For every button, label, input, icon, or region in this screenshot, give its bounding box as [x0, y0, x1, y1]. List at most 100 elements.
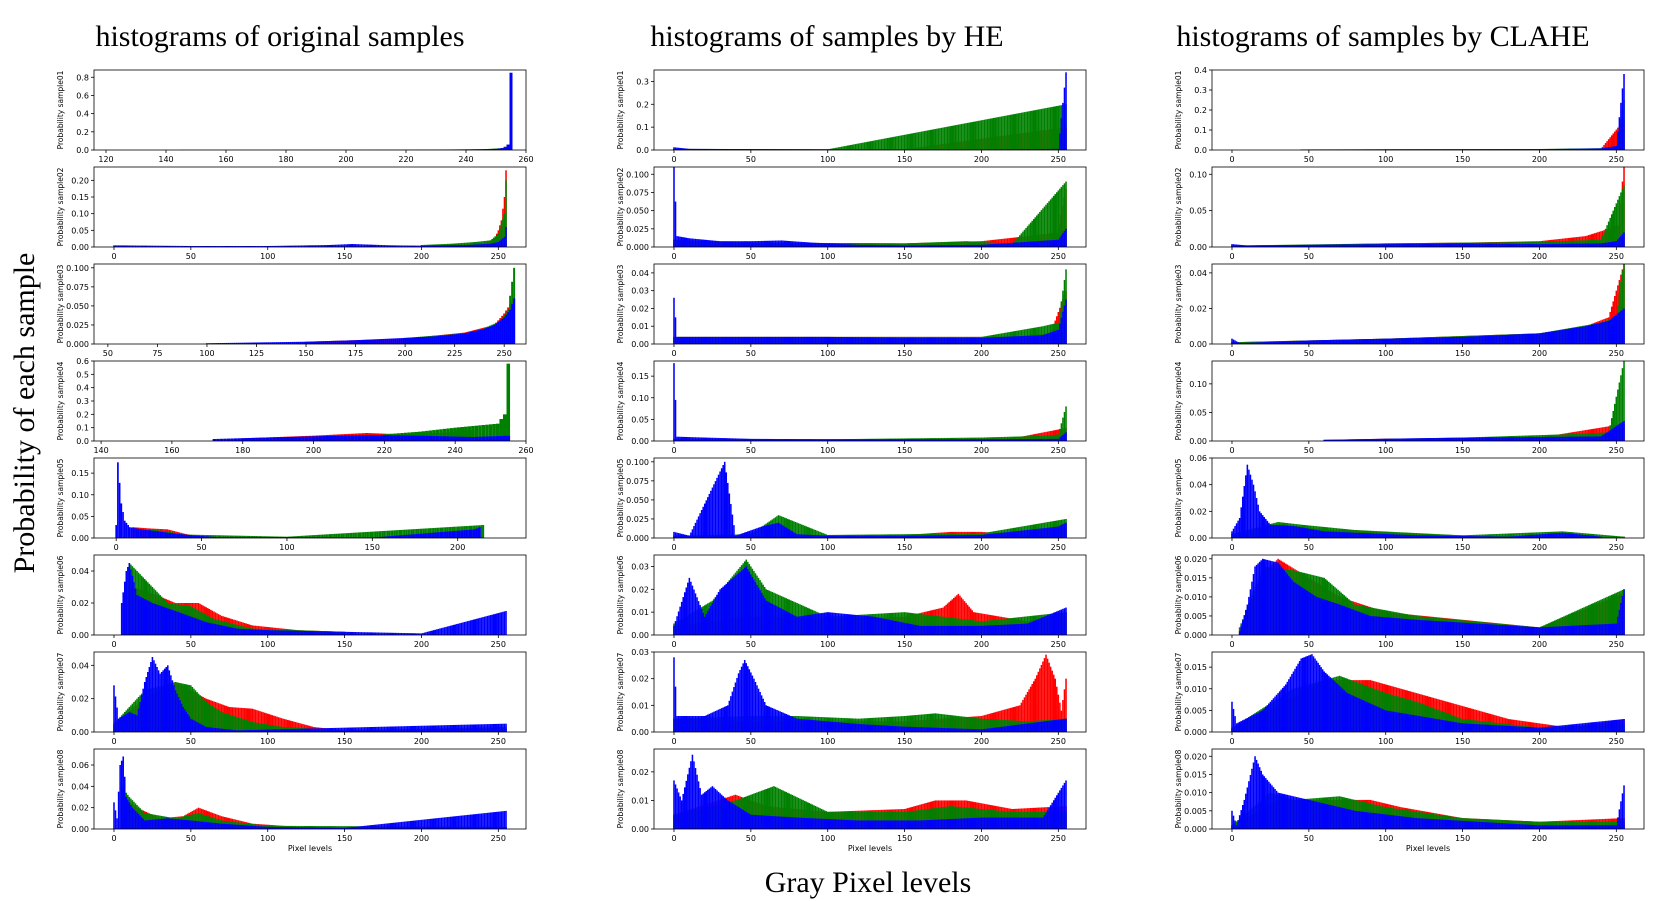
histogram-bar	[688, 148, 691, 150]
histogram-bar	[496, 235, 498, 247]
histogram-bar	[700, 148, 703, 150]
histogram-bar	[756, 149, 758, 150]
histogram-bar	[216, 728, 218, 732]
histogram-bar	[485, 149, 489, 150]
histogram-bar	[143, 820, 146, 829]
histogram-bar	[397, 530, 399, 538]
plot-frame	[93, 263, 527, 345]
histogram-bar	[316, 826, 318, 829]
histogram-bar	[488, 615, 490, 635]
y-tick-label: 0.02	[71, 599, 89, 608]
histogram-bar	[140, 597, 143, 635]
histogram-bar	[174, 819, 177, 829]
histogram-bar	[371, 632, 374, 635]
histogram-bar	[342, 340, 345, 344]
histogram-bar	[139, 245, 141, 247]
histogram-bar	[503, 611, 506, 635]
histogram-bar	[222, 823, 224, 829]
histogram-bar	[419, 633, 421, 635]
histogram-bar	[710, 148, 712, 150]
plot-frame	[93, 69, 527, 151]
histogram-bar	[156, 604, 158, 635]
histogram-bar	[449, 436, 454, 441]
histogram-bar	[154, 604, 157, 635]
histogram-bar	[322, 631, 324, 635]
histogram-bar	[203, 621, 206, 635]
histogram-bar	[443, 335, 446, 344]
histogram-bar	[248, 721, 251, 732]
histogram-bar	[502, 435, 507, 441]
histogram-bar	[432, 818, 435, 829]
histogram-bar	[134, 528, 136, 538]
histogram-panels: 120 140 160 180 200 220 240 2600.00.20.40.60.8P…	[56, 66, 1645, 853]
histogram-bar	[385, 536, 387, 538]
histogram-bar	[437, 628, 440, 635]
histogram-panel-he-2: 0 50 100 150 200 2500.0000.0250.0500.0750.100…	[616, 166, 1087, 261]
histogram-bar	[259, 826, 261, 829]
y-tick-label: 0.4	[76, 384, 89, 393]
histogram-bar	[239, 718, 241, 732]
histogram-bar	[902, 135, 904, 150]
histogram-bar	[346, 340, 349, 344]
histogram-bar	[459, 243, 461, 247]
histogram-bar	[183, 819, 186, 829]
plot-frame	[93, 651, 527, 733]
histogram-bar	[730, 149, 732, 150]
histogram-bar	[346, 631, 349, 635]
histogram-bar	[460, 427, 465, 441]
histogram-bar	[879, 139, 881, 150]
histogram-bar	[1042, 108, 1044, 150]
histogram-bar	[360, 826, 363, 829]
histogram-bar	[429, 336, 432, 344]
histogram-bar	[390, 536, 392, 538]
histogram-bar	[685, 148, 688, 150]
histogram-bar	[280, 827, 283, 829]
histogram-bar	[151, 819, 154, 829]
histogram-bar	[356, 340, 359, 344]
histogram-bar	[1057, 105, 1060, 150]
histogram-bar	[853, 144, 855, 150]
histogram-bar	[202, 698, 204, 732]
histogram-bar	[343, 826, 346, 829]
histogram-bar	[389, 823, 392, 829]
histogram-bar	[414, 725, 417, 732]
histogram-bar	[133, 245, 135, 247]
histogram-bar	[251, 708, 254, 732]
histogram-bar	[246, 730, 249, 732]
histogram-bar	[357, 532, 360, 538]
histogram-bar	[469, 244, 472, 247]
histogram-bar	[437, 335, 440, 344]
histogram-bar	[171, 533, 174, 538]
histogram-bar	[230, 438, 234, 441]
histogram-bar	[400, 435, 404, 441]
y-axis-label: Probability sample03	[56, 264, 65, 343]
histogram-bar	[866, 141, 869, 150]
histogram-bar	[226, 246, 229, 247]
histogram-bar	[333, 244, 335, 247]
histogram-bar	[456, 436, 461, 441]
histogram-bar	[182, 819, 184, 829]
histogram-bar	[326, 827, 329, 829]
histogram-bar	[293, 245, 295, 247]
histogram-bar	[202, 725, 204, 732]
histogram-bar	[413, 245, 415, 247]
histogram-bar	[250, 535, 252, 538]
histogram-bar	[203, 246, 206, 247]
histogram-bar	[318, 341, 321, 344]
histogram-bar	[296, 827, 298, 829]
histogram-bar	[226, 438, 231, 441]
histogram-bar	[195, 535, 198, 538]
histogram-bar	[397, 726, 400, 732]
histogram-bar	[194, 246, 197, 247]
histogram-bar	[329, 827, 332, 829]
histogram-bar	[323, 245, 326, 247]
x-tick-label: 200	[338, 155, 353, 164]
histogram-bar	[223, 823, 226, 829]
histogram-bar	[328, 826, 330, 829]
x-tick-label: 0	[111, 252, 116, 261]
histogram-bar	[500, 223, 503, 247]
histogram-bar	[193, 246, 195, 247]
histogram-bar	[365, 825, 367, 829]
histogram-bar	[257, 723, 260, 732]
histogram-bar	[509, 309, 512, 344]
